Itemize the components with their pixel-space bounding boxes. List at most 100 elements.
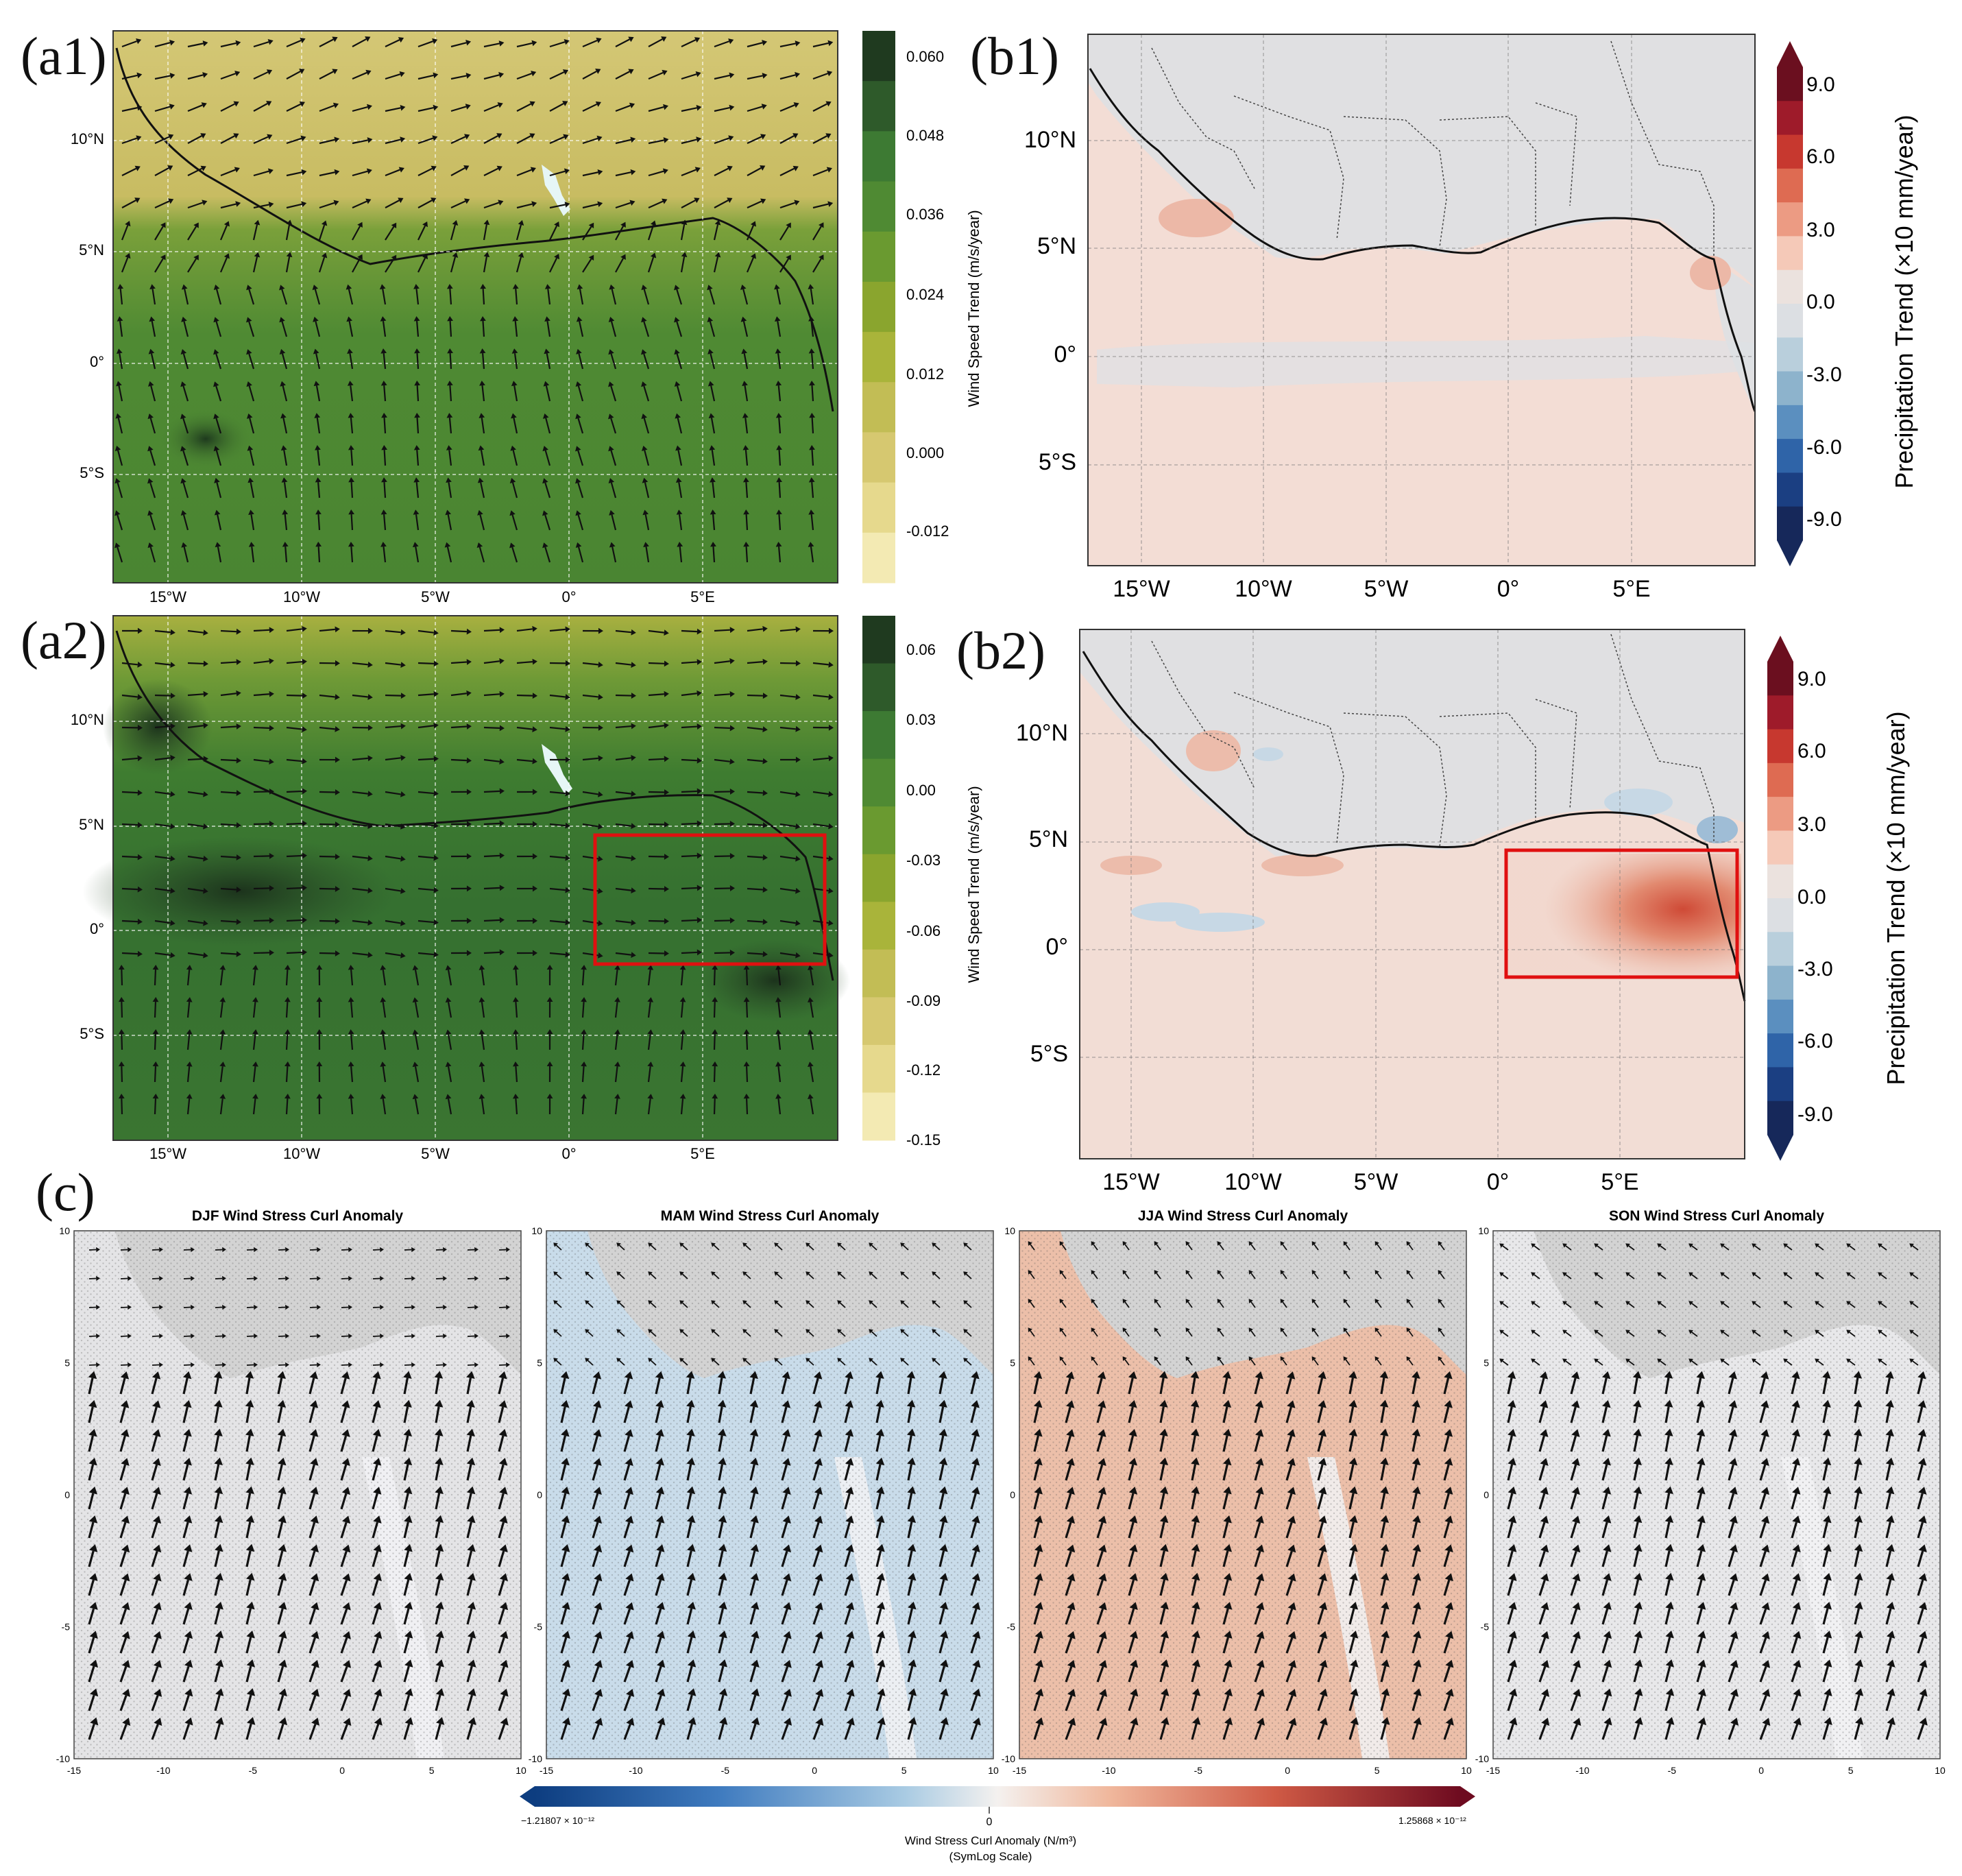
wind-vector — [875, 1631, 886, 1654]
wind-vector — [479, 381, 485, 402]
wind-vector — [1443, 1631, 1454, 1654]
wind-vector — [1791, 1487, 1801, 1510]
lon-tick-label: 5°E — [1612, 576, 1650, 602]
wind-vector — [707, 381, 716, 402]
wind-vector — [655, 1717, 666, 1740]
wind-vector — [319, 821, 340, 828]
wind-vector — [151, 1631, 162, 1654]
wind-vector — [648, 1242, 657, 1251]
wind-vector — [352, 36, 371, 47]
wind-vector — [151, 1544, 162, 1567]
colorbar-bin — [862, 949, 895, 998]
wind-vector — [707, 348, 716, 370]
wind-vector — [381, 477, 387, 498]
wind-vector — [220, 919, 241, 925]
wind-vector — [417, 887, 439, 893]
wind-vector — [963, 1271, 972, 1279]
lat-tick-label: 0° — [1054, 341, 1076, 368]
wind-vector — [707, 317, 716, 337]
wind-vector — [286, 169, 307, 177]
wind-vector — [313, 316, 321, 337]
wind-vector — [152, 1333, 163, 1339]
subplot-stipple — [74, 1231, 521, 1759]
wind-vector — [1374, 1270, 1382, 1279]
wind-vector — [88, 1428, 97, 1452]
wind-vector — [309, 1362, 321, 1368]
wind-vector — [151, 1573, 162, 1596]
wind-vector — [560, 1602, 570, 1625]
wind-vector — [319, 169, 340, 177]
wind-vector — [1507, 1688, 1518, 1711]
wind-vector — [483, 917, 505, 924]
wind-vector — [1728, 1544, 1739, 1567]
wind-vector — [372, 1304, 384, 1310]
wind-vector — [808, 348, 815, 370]
wind-vector — [512, 1094, 519, 1115]
wind-vector — [837, 1358, 846, 1366]
wind-vector — [341, 1304, 352, 1310]
wind-vector — [88, 1247, 100, 1253]
wind-vector — [647, 997, 654, 1018]
wind-vector — [623, 1515, 634, 1539]
wind-vector — [655, 1602, 665, 1625]
wind-vector — [187, 222, 199, 241]
wind-vector — [516, 101, 535, 112]
wind-vector — [280, 381, 288, 402]
map-b1-land — [1088, 34, 1755, 288]
wind-vector — [1248, 1327, 1256, 1337]
wind-vector — [88, 1275, 100, 1282]
wind-vector — [450, 220, 459, 241]
wind-vector — [647, 252, 657, 273]
wind-vector — [483, 690, 505, 697]
wind-vector — [582, 222, 594, 241]
wind-vector — [498, 1275, 510, 1282]
wind-vector — [152, 1304, 163, 1310]
wind-vector — [1406, 1270, 1414, 1279]
wind-vector — [1633, 1601, 1643, 1625]
wind-vector — [1854, 1543, 1863, 1567]
wind-vector — [1846, 1330, 1856, 1337]
wind-vector — [466, 1371, 475, 1395]
subplot-x-tick-label: -5 — [1194, 1765, 1203, 1776]
wind-vector — [1688, 1243, 1698, 1251]
wind-vector — [808, 316, 814, 337]
wind-vector — [1254, 1688, 1265, 1711]
wind-vector — [747, 693, 768, 699]
wind-vector — [749, 1515, 759, 1539]
wind-vector — [549, 168, 570, 177]
wind-vector — [385, 823, 406, 830]
wind-vector — [219, 253, 230, 273]
wind-vector — [1374, 1241, 1382, 1251]
wind-vector — [812, 791, 834, 797]
wind-vector — [466, 1543, 476, 1567]
wind-vector — [938, 1631, 949, 1654]
wind-vector — [380, 316, 387, 337]
wind-vector — [88, 1399, 97, 1423]
wind-vector — [1783, 1301, 1793, 1308]
wind-vector — [970, 1659, 981, 1683]
wind-vector — [372, 1487, 382, 1510]
wind-vector — [352, 198, 372, 209]
wind-vector — [1248, 1270, 1256, 1279]
wind-vector — [679, 1061, 686, 1083]
wind-vector — [1033, 1487, 1043, 1510]
wind-vector — [714, 725, 735, 732]
wind-vector — [623, 1631, 634, 1654]
wind-vector — [1317, 1399, 1327, 1423]
wind-vector — [907, 1486, 916, 1510]
colorbar-tick-label: -6.0 — [1806, 436, 1842, 459]
wind-vector — [435, 1688, 445, 1711]
lon-tick-label: 15°W — [1102, 1169, 1160, 1195]
subplot-wind-vectors — [1499, 1243, 1928, 1740]
subplot-title: MAM Wind Stress Curl Anomaly — [661, 1208, 880, 1224]
wind-vector — [511, 413, 518, 434]
wind-vector — [120, 1333, 132, 1339]
wind-vector — [592, 1689, 603, 1711]
wind-vector — [352, 887, 373, 894]
wind-vector — [152, 1029, 159, 1050]
wind-vector — [585, 1358, 594, 1366]
wind-vector — [1846, 1243, 1856, 1251]
wind-vector — [154, 104, 175, 112]
wind-vector — [187, 629, 208, 636]
wind-vector — [512, 316, 519, 337]
